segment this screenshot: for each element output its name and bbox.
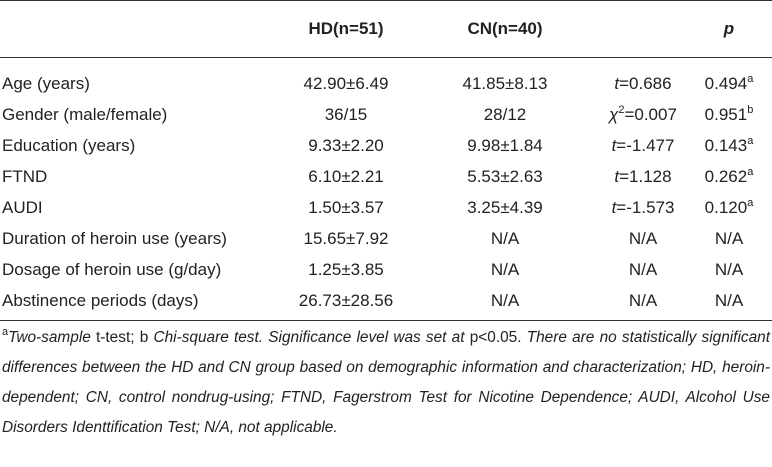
footnote-text: a (2, 326, 9, 338)
table-row: Abstinence periods (days) 26.73±28.56 N/A N… (0, 285, 772, 321)
hd-cell: 1.25±3.85 (308, 259, 384, 279)
stat-symbol: t (611, 197, 617, 217)
p-note: a (747, 72, 754, 85)
table-body: Age (years) 42.90±6.49 41.85±8.13 t=0.686 0.… (0, 58, 772, 321)
stat-symbol: t (614, 73, 620, 93)
row-label: Gender (male/female) (2, 104, 168, 124)
cn-cell: 28/12 (483, 104, 527, 124)
data-table: HD(n=51) CN(n=40) p Age (years) 42.90±6.4… (0, 0, 772, 321)
stat-sup: 2 (618, 103, 625, 116)
stat-cell: N/A (628, 228, 658, 248)
table-row: Dosage of heroin use (g/day) 1.25±3.85 N/A… (0, 254, 772, 285)
stat-symbol: t (614, 166, 620, 186)
p-note: a (747, 196, 754, 209)
row-label: FTND (2, 166, 48, 186)
cn-cell: N/A (490, 259, 520, 279)
table-row: Education (years) 9.33±2.20 9.98±1.84 t=-1.… (0, 130, 772, 161)
hd-cell: 15.65±7.92 (303, 228, 389, 248)
p-cell: 0.143a (686, 130, 772, 161)
cn-cell: 5.53±2.63 (467, 166, 543, 186)
footnote-text: There are no statistically significant d… (2, 329, 770, 436)
cn-cell: N/A (490, 290, 520, 310)
p-cell: 0.262a (686, 161, 772, 192)
cn-cell: 9.98±1.84 (467, 135, 543, 155)
cn-cell: N/A (490, 228, 520, 248)
header-cell: HD(n=51) (308, 19, 384, 38)
cn-cell: 41.85±8.13 (462, 73, 548, 93)
table-row: Duration of heroin use (years) 15.65±7.92… (0, 223, 772, 254)
stat-cell: t=0.686 (600, 58, 686, 100)
table-row: FTND 6.10±2.21 5.53±2.63 t=1.128 0.262a (0, 161, 772, 192)
table-row: Gender (male/female) 36/15 28/12 χ2=0.007 0.… (0, 99, 772, 130)
p-note: a (747, 165, 754, 178)
header-cell: CN(n=40) (467, 19, 543, 38)
stat-text: =0.686 (619, 73, 672, 93)
header-cell: p (723, 19, 735, 38)
stat-cell: t=1.128 (600, 161, 686, 192)
stat-text: =1.128 (619, 166, 672, 186)
footnote-text: t-test; b (90, 329, 154, 346)
row-label: Age (years) (2, 73, 90, 93)
footnote-text: p<0.05. (464, 329, 527, 346)
row-label: Dosage of heroin use (g/day) (2, 259, 222, 279)
p-cell: N/A (714, 290, 744, 310)
row-label: Abstinence periods (days) (2, 290, 199, 310)
hd-cell: 9.33±2.20 (308, 135, 384, 155)
stat-symbol: χ (609, 104, 619, 124)
p-cell: N/A (714, 259, 744, 279)
stat-text: =0.007 (624, 104, 677, 124)
header-cell (600, 1, 686, 58)
header-row: HD(n=51) CN(n=40) p (0, 0, 772, 58)
p-value: 0.262 (704, 166, 748, 186)
hd-cell: 1.50±3.57 (308, 197, 384, 217)
table-row: Age (years) 42.90±6.49 41.85±8.13 t=0.686 0.… (0, 58, 772, 100)
stat-cell: t=-1.573 (600, 192, 686, 223)
hd-cell: 6.10±2.21 (308, 166, 384, 186)
p-cell: N/A (714, 228, 744, 248)
footnote-text: Two-sample (8, 329, 91, 346)
p-cell: 0.951b (686, 99, 772, 130)
p-value: 0.143 (704, 135, 748, 155)
hd-cell: 42.90±6.49 (303, 73, 389, 93)
p-note: b (747, 103, 754, 116)
stat-text: =-1.477 (616, 135, 675, 155)
footnote: aTwo-sample t-test; b Chi-square test. S… (2, 323, 770, 443)
row-label: Duration of heroin use (years) (2, 228, 227, 248)
p-cell: 0.494a (686, 58, 772, 100)
stat-text: =-1.573 (616, 197, 675, 217)
hd-cell: 36/15 (324, 104, 368, 124)
row-label: AUDI (2, 197, 43, 217)
hd-cell: 26.73±28.56 (298, 290, 394, 310)
p-value: 0.951 (704, 104, 748, 124)
cn-cell: 3.25±4.39 (467, 197, 543, 217)
p-cell: 0.120a (686, 192, 772, 223)
stat-cell: N/A (628, 290, 658, 310)
row-label: Education (years) (2, 135, 136, 155)
p-note: a (747, 134, 754, 147)
stat-cell: N/A (628, 259, 658, 279)
p-value: 0.494 (704, 73, 748, 93)
stat-symbol: t (611, 135, 617, 155)
stat-cell: χ2=0.007 (600, 99, 686, 130)
footnote-text: Chi-square test. Significance level was … (153, 329, 465, 346)
p-value: 0.120 (704, 197, 748, 217)
table-row: AUDI 1.50±3.57 3.25±4.39 t=-1.573 0.120a (0, 192, 772, 223)
header-cell (0, 1, 282, 58)
stat-cell: t=-1.477 (600, 130, 686, 161)
